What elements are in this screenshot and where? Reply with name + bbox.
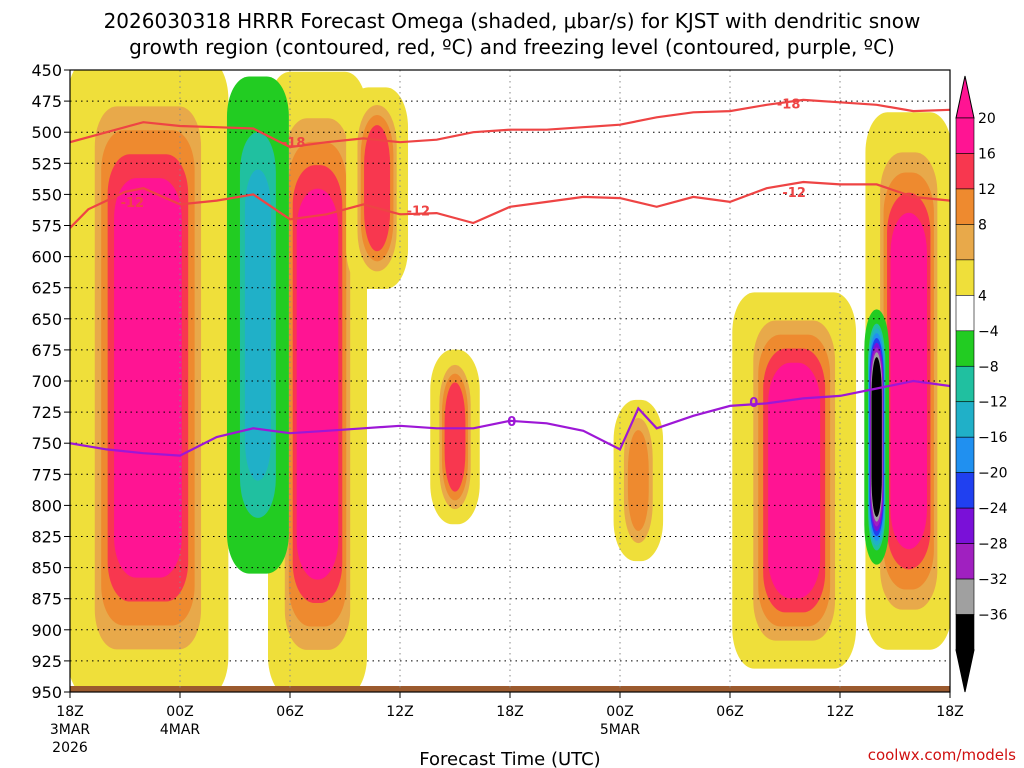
- x-tick-label-24: 18Z: [496, 704, 523, 720]
- contour-label-0: -18: [282, 136, 306, 151]
- colorbar-bin-9: [955, 436, 975, 473]
- x-tick-label-30: 00Z: [606, 704, 633, 720]
- colorbar-label-13: −36: [978, 608, 1008, 624]
- colorbar-label-1: 16: [978, 146, 996, 162]
- colorbar-bin-12: [955, 543, 975, 580]
- y-tick-label-675: 675: [31, 341, 62, 360]
- colorbar-bin-14: [955, 614, 975, 651]
- x-tick-label-0: 18Z: [56, 704, 83, 720]
- contour-label-4: -12: [782, 186, 806, 201]
- omega-feature-4-level-12: [627, 430, 649, 531]
- y-tick-label-575: 575: [31, 217, 62, 236]
- omega-feature-7-level--12: [244, 169, 271, 481]
- x-axis-ticks: 18Z 3MAR 2026 00Z 4MAR 06Z 12Z 18Z 00Z 5MAR 06Z 12Z…: [50, 692, 964, 756]
- y-tick-label-450: 450: [31, 61, 62, 80]
- colorbar-bin-5: [955, 295, 975, 332]
- ground-surface: [70, 686, 950, 692]
- temperature-contours: -18 -18 -12 -12 -12 0 0: [70, 98, 950, 457]
- colorbar-label-12: −32: [978, 572, 1008, 588]
- omega-shading: [70, 70, 950, 692]
- x-tick-date-0: 3MAR: [50, 722, 91, 738]
- contour-label-2: -12: [121, 196, 145, 211]
- omega-feature-3-level-16: [444, 382, 466, 492]
- colorbar-label-0: 20: [978, 111, 996, 127]
- omega-feature-5-level-20: [768, 362, 821, 599]
- grid-lines: [70, 70, 950, 692]
- colorbar-label-5: −4: [978, 324, 999, 340]
- colorbar-label-3: 8: [978, 217, 987, 233]
- y-tick-label-550: 550: [31, 185, 62, 204]
- colorbar-bin-7: [955, 365, 975, 403]
- contour-label-3: -12: [407, 205, 431, 220]
- y-tick-label-950: 950: [31, 683, 62, 702]
- y-tick-label-825: 825: [31, 528, 62, 547]
- contour-line-0: [70, 98, 950, 149]
- contour-label-5: 0: [507, 415, 516, 430]
- omega-feature-2-level-16: [364, 125, 391, 252]
- colorbar-bin-0: [955, 117, 975, 154]
- y-tick-label-500: 500: [31, 123, 62, 142]
- x-tick-date-6: 4MAR: [160, 722, 201, 738]
- x-tick-label-48: 18Z: [936, 704, 963, 720]
- x-tick-label-36: 06Z: [716, 704, 743, 720]
- y-tick-label-925: 925: [31, 652, 62, 671]
- y-tick-label-725: 725: [31, 403, 62, 422]
- colorbar-label-11: −28: [978, 537, 1008, 553]
- y-tick-label-625: 625: [31, 279, 62, 298]
- y-tick-label-600: 600: [31, 248, 62, 267]
- chart-title-line-2: growth region (contoured, red, ºC) and f…: [129, 35, 895, 59]
- x-tick-label-42: 12Z: [826, 704, 853, 720]
- contour-line-2: [70, 379, 950, 457]
- colorbar-label-6: −8: [978, 359, 999, 375]
- colorbar-bin-11: [955, 507, 975, 544]
- colorbar-label-9: −20: [978, 466, 1008, 482]
- colorbar-bin-2: [955, 188, 975, 225]
- x-tick-label-6: 00Z: [166, 704, 193, 720]
- colorbar-label-8: −16: [978, 430, 1008, 446]
- contour-line-1: [70, 180, 950, 229]
- y-tick-label-775: 775: [31, 465, 62, 484]
- y-tick-label-875: 875: [31, 590, 62, 609]
- colorbar-label-4: 4: [978, 288, 987, 304]
- x-tick-date-30: 5MAR: [600, 722, 641, 738]
- y-tick-label-800: 800: [31, 496, 62, 515]
- colorbar-label-2: 12: [978, 182, 996, 198]
- colorbar-label-7: −12: [978, 395, 1008, 411]
- colorbar-bin-3: [955, 224, 975, 261]
- y-tick-label-900: 900: [31, 621, 62, 640]
- colorbar-bin-1: [955, 153, 975, 190]
- credit-text[interactable]: coolwx.com/models: [868, 746, 1016, 764]
- ground-layer: [70, 686, 950, 692]
- y-axis-ticks: 450 475 500 525 550 575 600 625 650 675 700 725 750 7…: [31, 61, 70, 702]
- colorbar-label-10: −24: [978, 501, 1008, 517]
- y-tick-label-750: 750: [31, 434, 62, 453]
- omega-feature-1-level-20: [296, 188, 339, 580]
- x-axis-label: Forecast Time (UTC): [419, 749, 600, 768]
- y-tick-label-475: 475: [31, 92, 62, 111]
- colorbar-bin-6: [955, 330, 975, 367]
- colorbar: 20 16 12 8 4 −4 −8 −12 −16 −20 −24 −28 −32 −36: [955, 75, 1008, 693]
- x-tick-year-0: 2026: [52, 740, 88, 756]
- colorbar-bin-10: [955, 472, 975, 509]
- y-tick-label-650: 650: [31, 310, 62, 329]
- y-tick-label-700: 700: [31, 372, 62, 391]
- y-tick-label-525: 525: [31, 154, 62, 173]
- x-tick-label-12: 06Z: [276, 704, 303, 720]
- x-tick-label-18: 12Z: [386, 704, 413, 720]
- contour-label-6: 0: [749, 396, 758, 411]
- colorbar-bin-13: [955, 578, 975, 615]
- contour-label-1: -18: [777, 98, 801, 113]
- colorbar-bin-4: [955, 259, 975, 296]
- colorbar-bin-8: [955, 401, 975, 438]
- colorbar-bottom-arrow: [955, 649, 975, 693]
- y-tick-label-850: 850: [31, 559, 62, 578]
- chart-title-line-1: 2026030318 HRRR Forecast Omega (shaded, …: [104, 9, 921, 33]
- omega-feature-0-level-20: [114, 178, 182, 578]
- colorbar-top-arrow: [955, 75, 975, 119]
- omega-feature-8-level--36: [871, 357, 882, 517]
